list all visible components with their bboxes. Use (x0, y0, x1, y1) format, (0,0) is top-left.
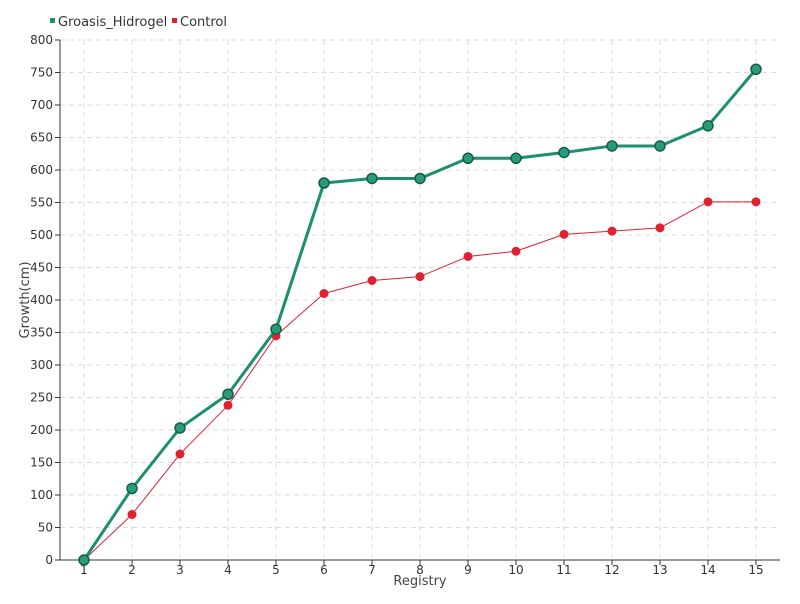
data-point-groasis (126, 482, 138, 495)
data-point-groasis (318, 177, 330, 189)
data-point-control (223, 400, 233, 410)
x-axis-title: Registry (393, 574, 447, 589)
legend-label-groasis[interactable]: Groasis_Hidrogel (58, 15, 167, 30)
y-tick-label: 0 (45, 553, 53, 567)
x-tick-label: 4 (224, 563, 232, 577)
data-point-control (511, 246, 521, 256)
y-tick-label: 650 (30, 131, 53, 145)
x-tick-label: 10 (508, 563, 523, 577)
y-tick-label: 250 (30, 391, 53, 405)
y-tick-label: 800 (30, 33, 53, 47)
y-tick-label: 100 (30, 488, 53, 502)
x-tick-label: 8 (416, 563, 424, 577)
y-tick-label: 500 (30, 228, 53, 242)
y-tick-label: 700 (30, 98, 53, 112)
legend-swatch-control (172, 18, 177, 23)
data-point-groasis (702, 120, 714, 132)
x-tick-label: 7 (368, 563, 376, 577)
y-tick-label: 150 (30, 456, 53, 470)
y-ticks: 0 50 100 150 200 250 300 350 400 450 500 550 600 650 7… (30, 33, 60, 567)
data-point-control (607, 226, 617, 236)
y-tick-label: 350 (30, 326, 53, 340)
data-point-control (655, 223, 665, 233)
x-tick-label: 13 (652, 563, 667, 577)
data-point-groasis (174, 422, 186, 434)
y-tick-label: 450 (30, 261, 53, 275)
y-tick-label: 50 (38, 521, 53, 535)
data-point-groasis (558, 146, 570, 159)
x-tick-label: 6 (320, 563, 328, 577)
grid (60, 39, 780, 560)
data-point-control (319, 289, 329, 298)
legend[interactable]: Groasis_Hidrogel Control (50, 15, 227, 30)
x-tick-label: 5 (272, 563, 280, 577)
data-point-control (175, 449, 185, 459)
y-tick-label: 750 (30, 66, 53, 80)
data-point-groasis (414, 172, 426, 185)
x-tick-label: 3 (176, 563, 184, 577)
data-point-groasis (606, 140, 618, 152)
y-tick-label: 400 (30, 293, 53, 307)
y-tick-label: 200 (30, 423, 53, 437)
series (78, 63, 762, 566)
data-point-groasis (462, 152, 474, 165)
data-point-control (703, 197, 713, 207)
series-line-control (83, 201, 756, 561)
x-tick-label: 11 (556, 563, 571, 577)
data-point-control (415, 272, 425, 282)
legend-swatch-groasis (50, 18, 55, 23)
data-point-control (367, 276, 377, 285)
data-point-groasis (510, 152, 522, 165)
y-tick-label: 300 (30, 358, 53, 372)
y-tick-label: 600 (30, 163, 53, 177)
legend-label-control[interactable]: Control (180, 15, 227, 30)
data-point-control (751, 197, 761, 207)
data-point-groasis (654, 140, 666, 152)
y-axis-title: Growth(cm) (18, 261, 33, 338)
data-point-control (127, 510, 137, 519)
x-tick-label: 9 (464, 563, 472, 577)
x-tick-label: 12 (604, 563, 619, 577)
data-point-groasis (270, 323, 282, 335)
data-point-control (463, 251, 473, 261)
x-tick-label: 15 (748, 563, 763, 577)
data-point-groasis (366, 172, 378, 185)
data-point-groasis (222, 388, 234, 400)
data-point-groasis (750, 63, 762, 75)
x-ticks: 1 2 3 4 5 6 7 8 9 10 11 12 13 14 15 (80, 560, 764, 577)
y-tick-label: 550 (30, 196, 53, 210)
x-tick-label: 1 (80, 563, 88, 577)
data-point-control (559, 229, 569, 239)
data-point-groasis (78, 554, 90, 566)
x-tick-label: 14 (700, 563, 715, 577)
series-control (79, 197, 761, 565)
series-groasis-hidrogel (78, 63, 762, 566)
x-tick-label: 2 (128, 563, 136, 577)
